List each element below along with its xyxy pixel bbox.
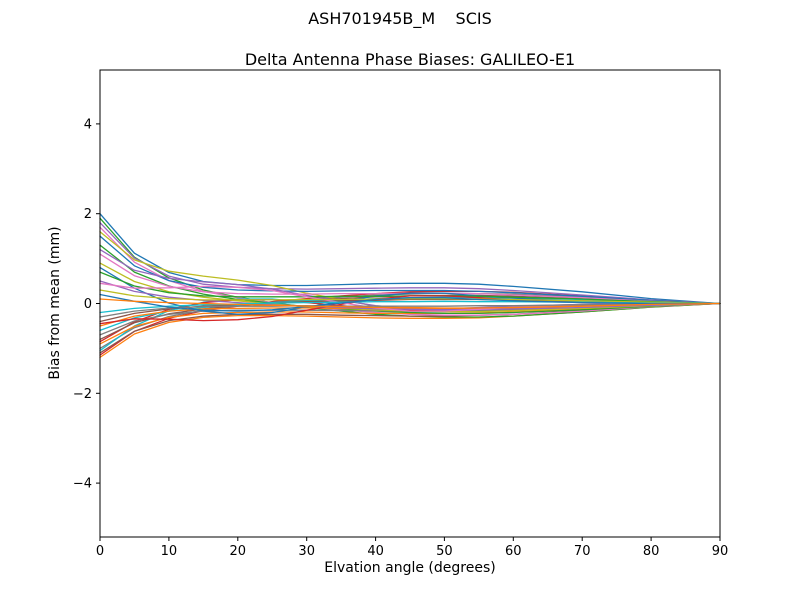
- y-tick-label: 2: [84, 207, 92, 222]
- data-line: [99, 244, 721, 315]
- x-tick-label: 10: [161, 544, 178, 559]
- data-line: [99, 289, 721, 305]
- y-tick-label: −2: [73, 387, 92, 402]
- figure-suptitle: ASH701945B_M SCIS: [308, 9, 492, 28]
- data-line: [99, 235, 721, 305]
- data-line: [99, 298, 721, 309]
- chart-title: Delta Antenna Phase Biases: GALILEO-E1: [244, 50, 576, 69]
- data-line: [99, 253, 721, 305]
- y-tick-label: 4: [84, 117, 92, 132]
- x-tick-label: 50: [436, 544, 453, 559]
- data-line: [99, 293, 721, 312]
- x-tick-label: 40: [367, 544, 384, 559]
- x-tick-label: 30: [298, 544, 315, 559]
- data-line: [99, 213, 721, 305]
- x-tick-label: 90: [712, 544, 729, 559]
- data-line: [99, 271, 721, 305]
- y-axis-label: Bias from mean (mm): [47, 226, 63, 380]
- x-tick-label: 80: [643, 544, 660, 559]
- x-tick-label: 70: [574, 544, 591, 559]
- data-line: [99, 282, 721, 312]
- data-line: [99, 302, 721, 318]
- x-tick-label: 60: [505, 544, 522, 559]
- y-tick-label: −4: [73, 477, 92, 492]
- y-tick-label: 0: [84, 297, 92, 312]
- x-tick-label: 0: [96, 544, 104, 559]
- x-tick-label: 20: [230, 544, 247, 559]
- x-axis-label: Elvation angle (degrees): [324, 560, 496, 576]
